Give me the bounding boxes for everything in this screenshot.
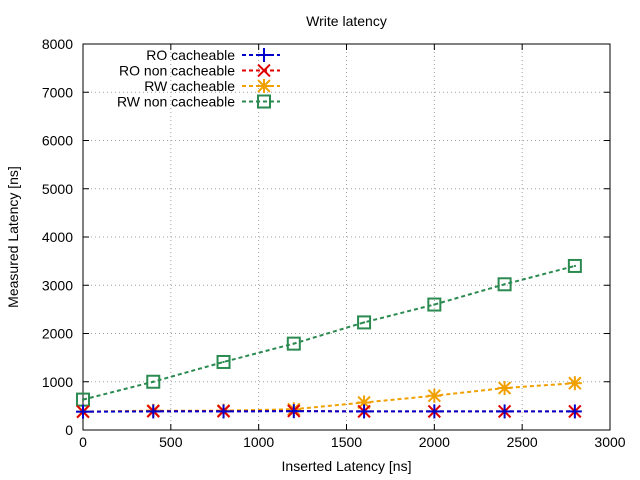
legend-entry: RW cacheable: [144, 78, 280, 94]
x-tick-label: 1500: [331, 434, 362, 450]
chart-title: Write latency: [306, 13, 387, 29]
data-point: [427, 404, 442, 419]
data-point: [286, 336, 301, 351]
data-point: [146, 404, 161, 419]
y-tick-label: 8000: [42, 36, 73, 52]
y-axis-label: Measured Latency [ns]: [5, 166, 21, 308]
data-point: [497, 404, 512, 419]
series-line: [82, 382, 575, 413]
x-axis-label: Inserted Latency [ns]: [282, 458, 412, 474]
data-point: [146, 374, 161, 389]
legend-marker: [257, 94, 271, 109]
legend-marker: [257, 79, 271, 93]
data-point: [427, 388, 442, 403]
series-layer: [76, 258, 582, 419]
legend-marker: [257, 63, 271, 78]
data-point: [497, 277, 512, 292]
legend-marker: [257, 48, 271, 62]
data-point: [567, 376, 582, 391]
y-tick-label: 4000: [42, 229, 73, 245]
legend-label: RW non cacheable: [117, 94, 235, 110]
data-point: [286, 404, 301, 419]
legend-entry: RW non cacheable: [117, 94, 280, 110]
y-tick-label: 5000: [42, 181, 73, 197]
x-tick-label: 1000: [243, 434, 274, 450]
data-point: [357, 315, 372, 330]
legend-entry: RO non cacheable: [119, 63, 280, 79]
data-point: [216, 404, 231, 419]
x-tick-label: 2500: [507, 434, 538, 450]
legend-entry: RO cacheable: [146, 47, 280, 63]
data-point: [216, 354, 231, 369]
series-line: [82, 264, 576, 401]
data-point: [357, 404, 372, 419]
data-point: [76, 404, 90, 419]
y-tick-label: 3000: [42, 277, 73, 293]
x-tick-label: 0: [79, 434, 87, 450]
y-tick-label: 2000: [42, 326, 73, 342]
legend-label: RO non cacheable: [119, 63, 235, 79]
data-point: [427, 297, 442, 312]
x-tick-label: 3000: [594, 434, 625, 450]
axis-ticks: 0 500 1000 1500 2000 2500 3000 0 1000 2000 3000 400…: [42, 36, 626, 450]
data-point: [567, 258, 582, 273]
legend-label: RW cacheable: [144, 78, 235, 94]
y-tick-label: 0: [65, 422, 73, 438]
y-tick-label: 7000: [42, 84, 73, 100]
x-tick-label: 500: [159, 434, 183, 450]
legend-label: RO cacheable: [146, 47, 235, 63]
y-tick-label: 6000: [42, 133, 73, 149]
data-point: [497, 381, 512, 396]
data-point: [567, 404, 582, 419]
series-rw-non-cacheable: [76, 258, 582, 407]
x-tick-label: 2000: [419, 434, 450, 450]
y-tick-label: 1000: [42, 374, 73, 390]
series-ro-cacheable: [76, 404, 582, 419]
